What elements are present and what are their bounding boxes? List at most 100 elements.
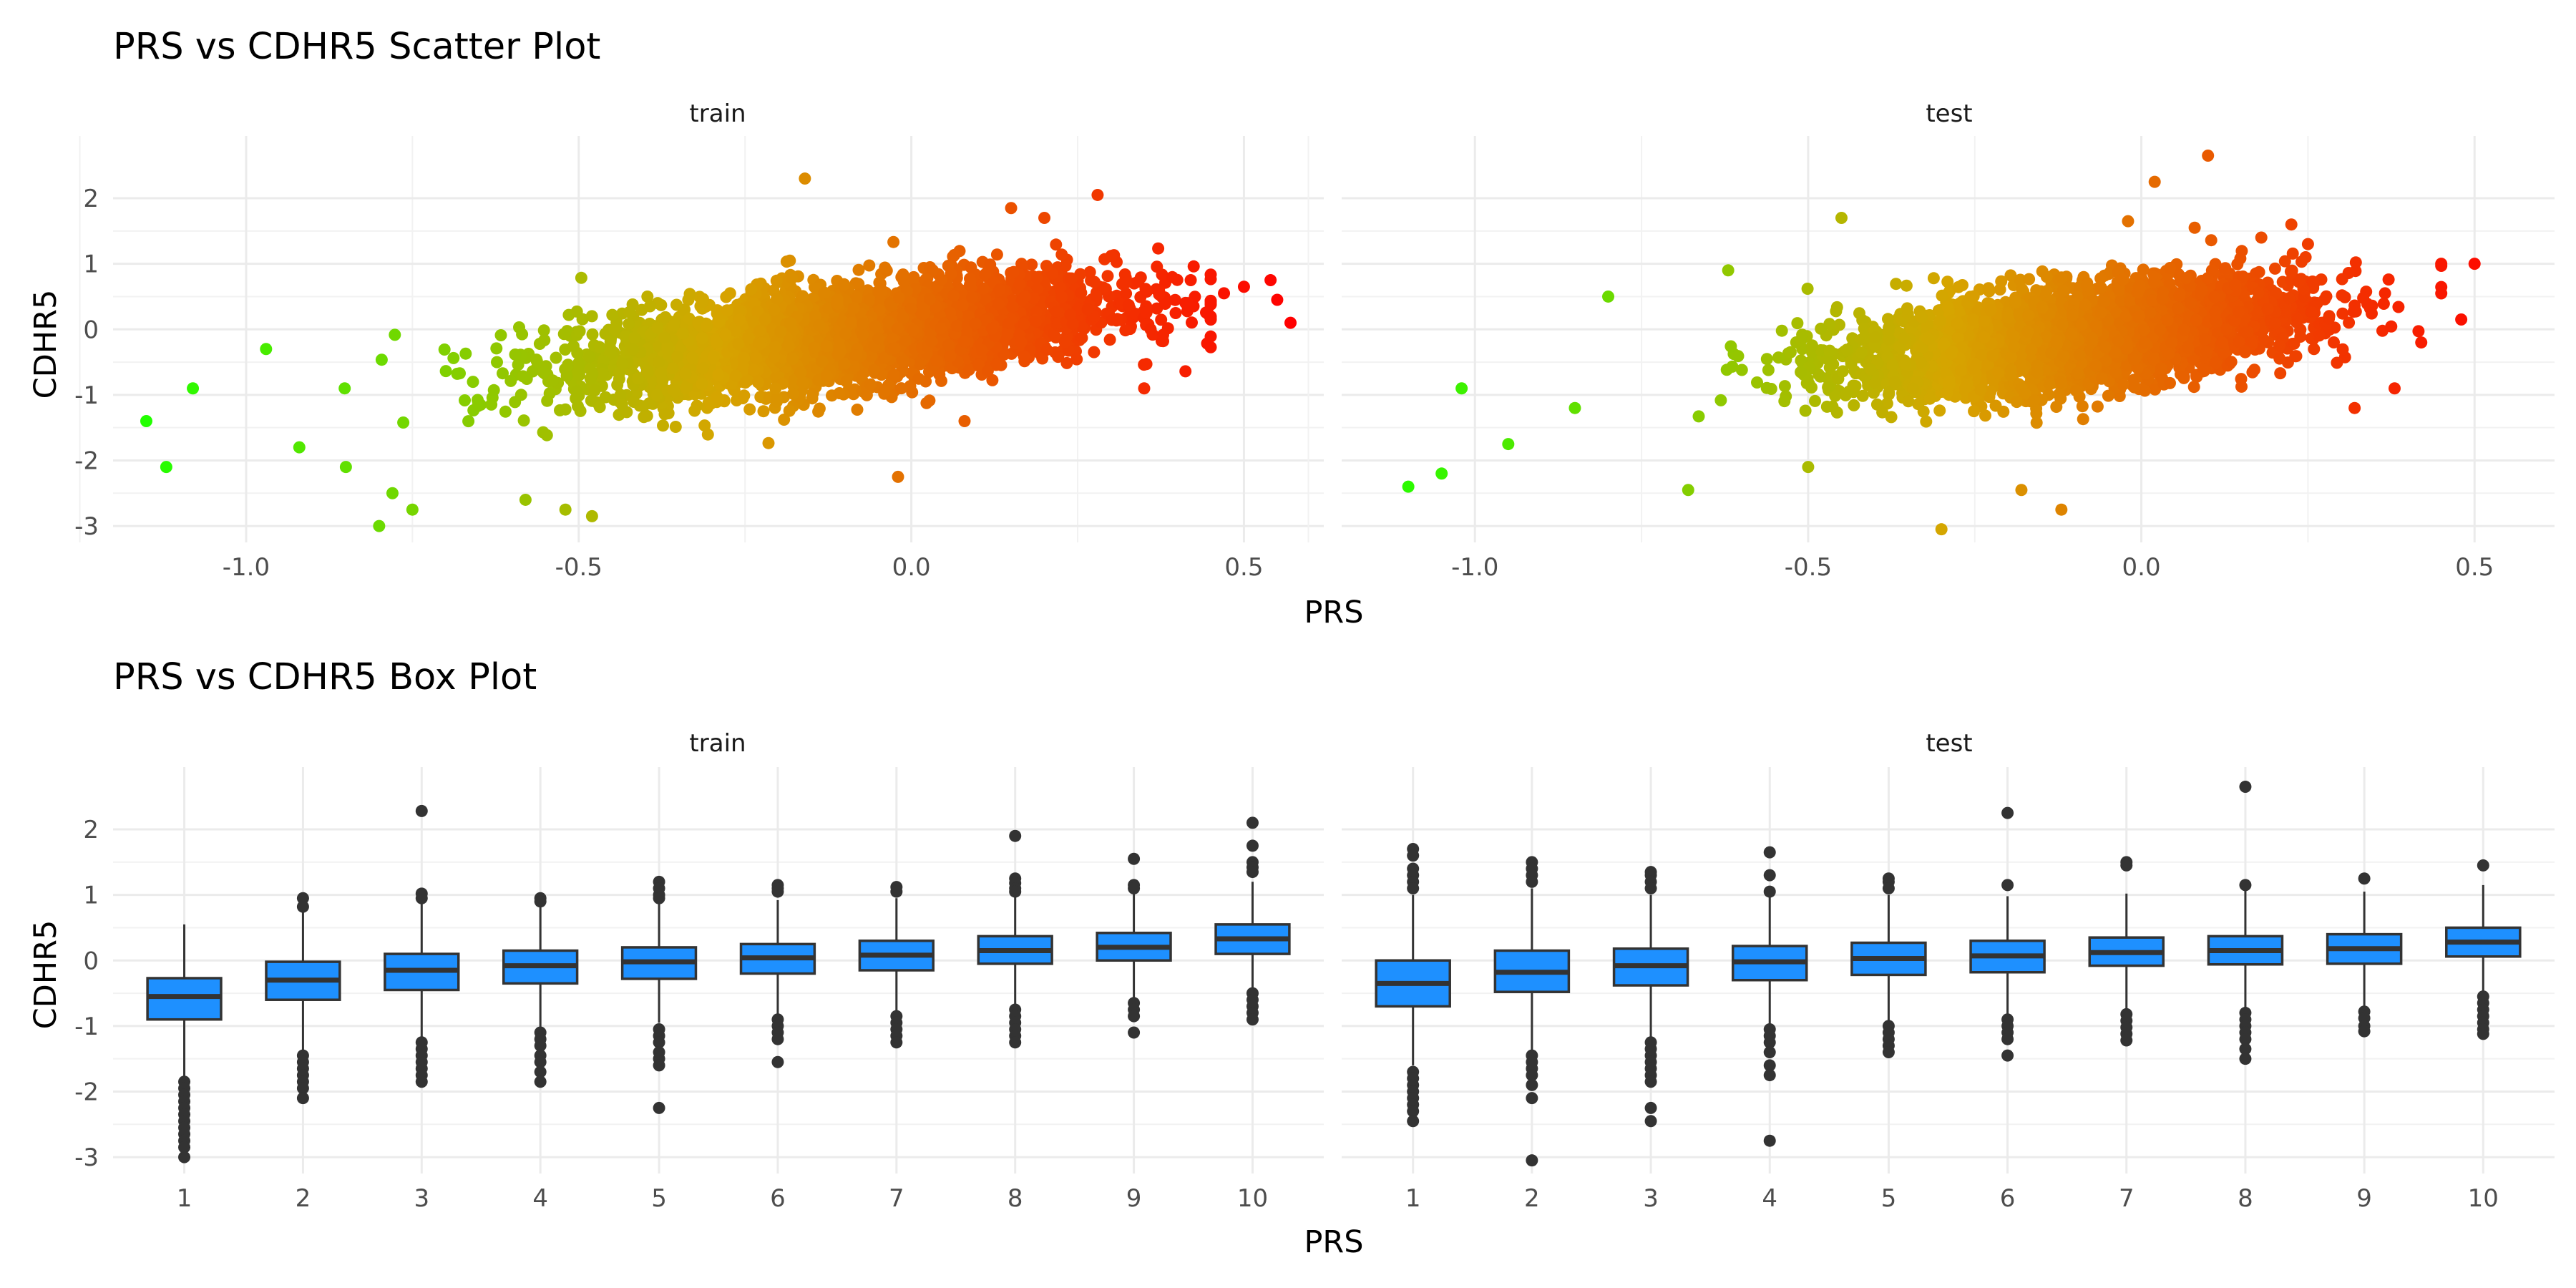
- scatter-point: [339, 461, 352, 474]
- scatter-point: [1184, 274, 1197, 287]
- scatter-x-tick-label: -0.5: [555, 553, 602, 582]
- scatter-point: [923, 293, 936, 306]
- scatter-point: [769, 382, 782, 395]
- scatter-point: [490, 342, 503, 355]
- scatter-point: [658, 408, 671, 421]
- scatter-point: [1186, 316, 1198, 329]
- scatter-point: [732, 338, 745, 351]
- scatter-point: [887, 369, 900, 381]
- scatter-point: [538, 333, 551, 346]
- scatter-point: [977, 283, 990, 295]
- scatter-point: [187, 382, 200, 395]
- scatter-point: [2377, 298, 2390, 310]
- scatter-point: [840, 375, 853, 388]
- scatter-point: [707, 351, 720, 364]
- scatter-point: [2091, 400, 2104, 413]
- scatter-point: [813, 319, 826, 331]
- scatter-point: [975, 343, 988, 356]
- scatter-point: [1018, 318, 1030, 331]
- scatter-point: [606, 308, 619, 321]
- scatter-point: [820, 340, 833, 353]
- scatter-point: [657, 419, 669, 432]
- scatter-point: [2187, 381, 2200, 394]
- scatter-point: [560, 369, 573, 382]
- scatter-point: [833, 387, 846, 399]
- scatter-point: [541, 394, 554, 407]
- scatter-point: [1144, 323, 1157, 336]
- scatter-point: [1015, 336, 1028, 348]
- scatter-point: [562, 358, 575, 371]
- scatter-point: [514, 389, 527, 401]
- scatter-point: [1204, 273, 1217, 286]
- scatter-point: [1237, 280, 1250, 293]
- scatter-point: [754, 391, 767, 404]
- scatter-point: [818, 286, 831, 299]
- scatter-point: [847, 302, 860, 315]
- scatter-point: [1187, 260, 1200, 273]
- scatter-point: [857, 317, 869, 330]
- scatter-point: [698, 419, 711, 432]
- scatter-point: [293, 441, 306, 454]
- scatter-point: [658, 331, 671, 344]
- scatter-point: [787, 387, 799, 400]
- scatter-point: [1065, 272, 1078, 285]
- scatter-point: [666, 362, 679, 375]
- scatter-point: [559, 403, 572, 416]
- scatter-point: [1005, 202, 1018, 215]
- scatter-point: [1762, 364, 1775, 376]
- scatter-point: [878, 385, 891, 398]
- scatter-point: [851, 404, 864, 416]
- scatter-point: [386, 487, 399, 499]
- scatter-point: [593, 341, 606, 353]
- scatter-point: [499, 405, 512, 418]
- scatter-point: [2349, 256, 2362, 269]
- scatter-point: [575, 271, 587, 284]
- scatter-point: [748, 364, 761, 376]
- scatter-point: [160, 461, 172, 474]
- scatter-point: [540, 429, 553, 441]
- scatter-point: [491, 356, 503, 369]
- scatter-point: [472, 400, 484, 412]
- scatter-point: [762, 436, 775, 449]
- scatter-point: [537, 366, 550, 379]
- scatter-point: [696, 362, 709, 374]
- scatter-point: [671, 351, 684, 364]
- scatter-point: [570, 305, 583, 318]
- scatter-point: [743, 403, 756, 416]
- scatter-point: [643, 300, 656, 313]
- scatter-point: [2435, 287, 2448, 300]
- scatter-point: [1732, 350, 1745, 363]
- scatter-point: [897, 268, 909, 281]
- scatter-point: [140, 415, 152, 428]
- scatter-point: [1091, 188, 1104, 201]
- scatter-point: [623, 306, 636, 318]
- scatter-point: [451, 367, 464, 380]
- scatter-point: [389, 328, 401, 341]
- scatter-x-tick-label: -1.0: [1451, 553, 1498, 582]
- scatter-point: [1122, 298, 1135, 311]
- scatter-point: [757, 405, 770, 418]
- scatter-point: [509, 348, 522, 361]
- scatter-point: [849, 349, 862, 362]
- scatter-point: [993, 283, 1006, 296]
- scatter-point: [609, 323, 622, 336]
- scatter-point: [833, 341, 846, 354]
- scatter-point: [956, 298, 969, 311]
- scatter-point: [737, 360, 750, 373]
- scatter-point: [1070, 353, 1083, 366]
- scatter-point: [799, 172, 811, 185]
- scatter-point: [1139, 283, 1152, 296]
- scatter-point: [613, 373, 625, 386]
- scatter-point: [1013, 278, 1026, 291]
- scatter-point: [899, 334, 912, 347]
- scatter-point: [947, 289, 960, 302]
- scatter-x-tick-label: 0.0: [892, 553, 931, 582]
- scatter-point: [1179, 296, 1192, 309]
- scatter-point: [1040, 343, 1053, 356]
- scatter-point: [1030, 315, 1043, 328]
- scatter-point: [831, 293, 844, 306]
- scatter-point: [1140, 358, 1153, 371]
- scatter-point: [739, 376, 751, 389]
- scatter-point: [669, 421, 682, 433]
